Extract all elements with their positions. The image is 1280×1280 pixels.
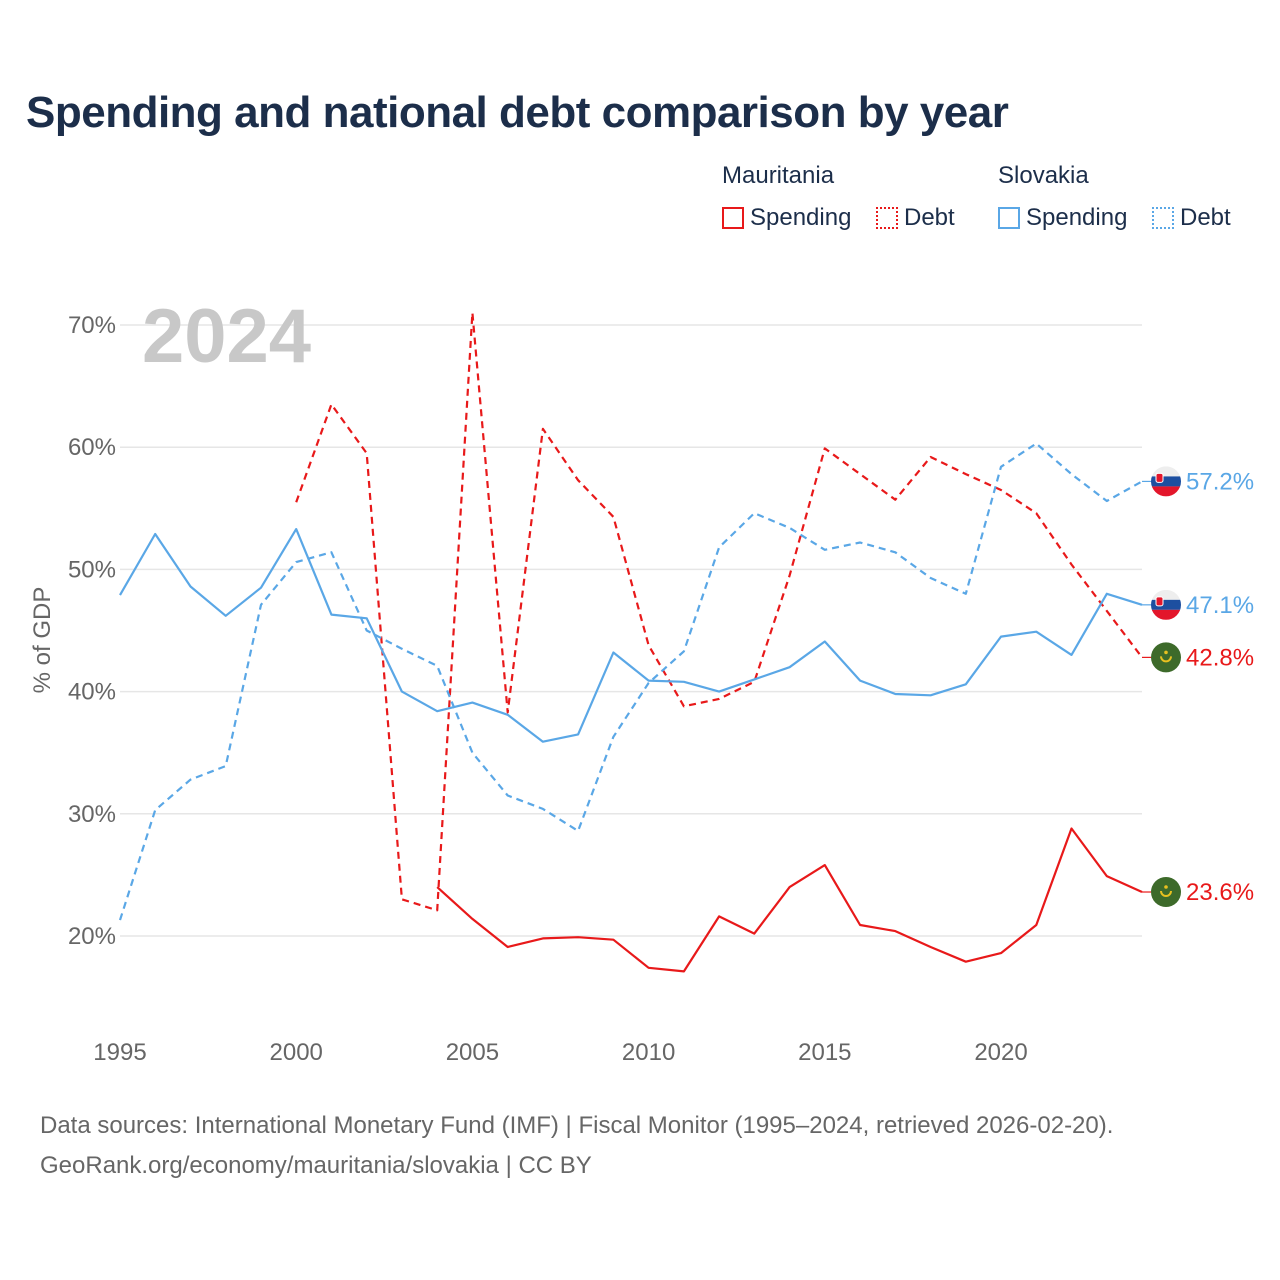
slovakia-flag-stripes (1151, 589, 1181, 620)
slovakia-coat-of-arms (1155, 596, 1164, 607)
label-layer: 57.2% 47.1% 42.8% 23.6% (1142, 466, 1254, 908)
footer: Data sources: International Monetary Fun… (40, 1106, 1113, 1186)
legend-item-slovakia-debt[interactable]: Debt (1152, 204, 1231, 232)
legend-label: Spending (1026, 204, 1128, 231)
legend-item-slovakia-spending[interactable]: Spending (998, 204, 1127, 232)
line-chart: 2024 % of GDP 20% 30% 40% 50% 60% 70% 1995 2000… (29, 294, 1254, 1066)
end-value-label: 23.6% (1186, 879, 1254, 906)
footer-link[interactable]: GeoRank.org/economy/mauritania/slovakia … (40, 1152, 592, 1179)
legend-swatch-solid (998, 207, 1020, 229)
legend-label: Debt (1180, 204, 1231, 231)
slovakia-flag-icon (1151, 466, 1181, 497)
mauritania-crescent (1160, 656, 1172, 663)
slovakia-stripe-white (1151, 466, 1181, 477)
mauritania-flag-icon (1151, 642, 1181, 673)
x-tick-label: 2020 (974, 1039, 1027, 1066)
y-tick-label: 40% (68, 679, 116, 706)
legend-swatch-dotted (876, 207, 898, 229)
mauritania-star (1164, 650, 1168, 655)
legend-group-title: Mauritania (722, 162, 835, 189)
x-tick-label: 1995 (93, 1039, 146, 1066)
y-tick-label: 60% (68, 434, 116, 461)
end-value-label: 47.1% (1186, 592, 1254, 619)
mauritania-flag-field (1151, 877, 1181, 908)
chart-title: Spending and national debt comparison by… (26, 88, 1009, 137)
y-tick-label: 20% (68, 923, 116, 950)
series-line-mauritania-spending (436, 827, 1143, 973)
slovakia-stripe-blue (1151, 599, 1181, 610)
legend-swatch-solid (722, 207, 744, 229)
y-axis-label: % of GDP (29, 587, 56, 694)
y-tick-label: 50% (68, 556, 116, 583)
series-line-slovakia-debt (118, 442, 1143, 921)
footer-source: Data sources: International Monetary Fun… (40, 1112, 1114, 1139)
slovakia-stripe-white (1151, 589, 1181, 600)
legend-group-title: Slovakia (998, 162, 1089, 189)
mauritania-flag-field (1151, 642, 1181, 673)
legend-item-mauritania-spending[interactable]: Spending (722, 204, 851, 232)
legend-label: Debt (904, 204, 955, 231)
slovakia-flag-stripes (1151, 466, 1181, 497)
axis-layer: 20% 30% 40% 50% 60% 70% 1995 2000 2005 2010 2015 20… (68, 312, 1028, 1066)
x-tick-label: 2015 (798, 1039, 851, 1066)
legend-item-mauritania-debt[interactable]: Debt (876, 204, 955, 232)
series-line-mauritania-debt (295, 311, 1143, 912)
end-value-label: 57.2% (1186, 468, 1254, 495)
y-tick-label: 70% (68, 312, 116, 339)
mauritania-flag-icon (1151, 877, 1181, 908)
grid-layer (120, 324, 1142, 937)
slovakia-stripe-red (1151, 609, 1181, 620)
x-tick-label: 2000 (270, 1039, 323, 1066)
end-value-label: 42.8% (1186, 644, 1254, 671)
legend-label: Spending (750, 204, 852, 231)
slovakia-stripe-red (1151, 486, 1181, 497)
series-layer (118, 311, 1143, 973)
mauritania-crescent (1160, 890, 1172, 897)
series-line-slovakia-spending (119, 527, 1143, 743)
slovakia-flag-icon (1151, 589, 1181, 620)
year-watermark: 2024 (142, 294, 311, 379)
x-tick-label: 2005 (446, 1039, 499, 1066)
y-tick-label: 30% (68, 801, 116, 828)
slovakia-stripe-blue (1151, 476, 1181, 487)
slovakia-coat-of-arms (1155, 472, 1164, 483)
mauritania-star (1164, 885, 1168, 889)
x-tick-label: 2010 (622, 1039, 675, 1066)
legend-swatch-dotted (1152, 207, 1174, 229)
